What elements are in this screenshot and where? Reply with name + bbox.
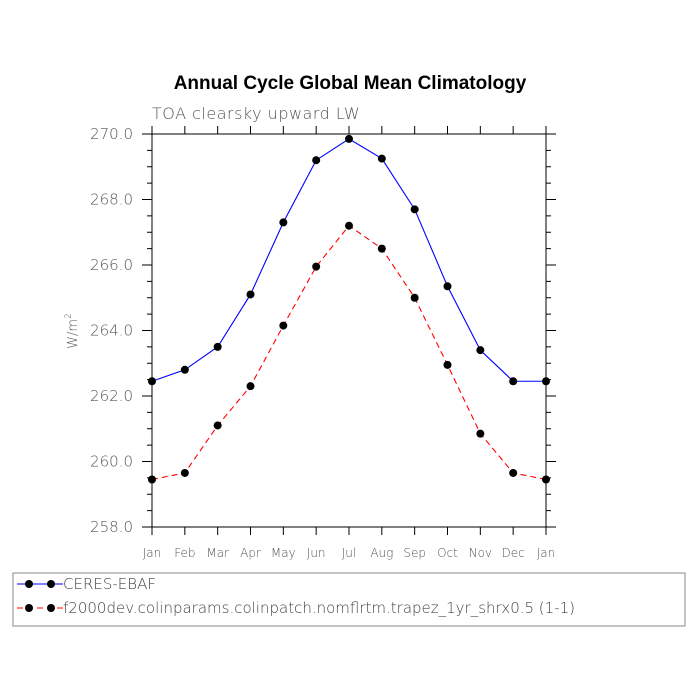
- series-1-marker: [246, 290, 255, 299]
- x-tick-label: Jan: [143, 546, 162, 560]
- series-1-marker: [410, 205, 419, 214]
- series-2-marker: [410, 293, 419, 302]
- series-2-marker: [279, 321, 288, 330]
- x-tick-label: Apr: [240, 546, 261, 560]
- legend-label-1: CERES-EBAF: [63, 575, 156, 593]
- series-2-marker: [476, 429, 485, 438]
- x-tick-label: Sep: [403, 546, 426, 560]
- series-1-marker: [377, 154, 386, 163]
- y-tick-label: 270.0: [90, 125, 133, 143]
- x-tick-label: Mar: [206, 546, 229, 560]
- series-2-marker: [246, 382, 255, 391]
- legend: CERES-EBAF f2000dev.colinparams.colinpatc…: [12, 572, 686, 627]
- series-2-marker: [180, 468, 189, 477]
- legend-label-2: f2000dev.colinparams.colinpatch.nomflrtm…: [63, 599, 575, 617]
- x-tick-label: Aug: [370, 546, 393, 560]
- series-line-1: [151, 138, 546, 382]
- x-tick-label: Jun: [307, 546, 326, 560]
- legend-marker-1: [47, 580, 55, 588]
- y-tick-label: 266.0: [90, 256, 133, 274]
- series-2-marker: [345, 221, 353, 230]
- series-2-marker: [213, 421, 222, 430]
- series-2-marker: [312, 262, 321, 271]
- x-tick-label: Oct: [437, 546, 458, 560]
- legend-marker-1: [25, 580, 33, 588]
- series-2-marker: [542, 475, 550, 484]
- legend-marker-2: [47, 604, 55, 612]
- plot-frame: [151, 133, 547, 528]
- x-tick-label: Jan: [537, 546, 556, 560]
- x-tick-label: Dec: [502, 546, 525, 560]
- chart-subtitle: TOA clearsky upward LW: [152, 104, 360, 123]
- x-tick-label: May: [271, 546, 296, 560]
- series-1-marker: [148, 377, 156, 386]
- legend-marker-2: [25, 604, 33, 612]
- series-2-marker: [443, 360, 452, 369]
- series-1-marker: [279, 218, 288, 227]
- series-1-marker: [180, 365, 189, 374]
- series-1-marker: [476, 346, 485, 355]
- x-tick-label: Jul: [342, 546, 356, 560]
- series-1-marker: [542, 377, 550, 386]
- series-1-marker: [345, 134, 353, 143]
- plot-area: 258.0 260.0 262.0 264.0 266.0 268.0 270.0 Jan Fe…: [64, 125, 556, 560]
- x-tick-label: Feb: [174, 546, 195, 560]
- x-tick-label: Nov: [469, 546, 492, 560]
- legend-box: [12, 572, 686, 627]
- y-tick-label: 262.0: [90, 387, 133, 405]
- series-line-2: [151, 224, 547, 481]
- series-2-marker: [148, 475, 156, 484]
- series-2-marker: [377, 244, 386, 253]
- y-axis-label: W/m2: [64, 313, 81, 349]
- series-1-marker: [509, 377, 518, 386]
- series-2-marker: [509, 468, 518, 477]
- y-tick-label: 268.0: [90, 191, 133, 209]
- y-tick-label: 260.0: [90, 453, 133, 471]
- series-1-marker: [213, 342, 222, 351]
- y-tick-label: 264.0: [90, 322, 133, 340]
- series-1-marker: [312, 156, 321, 165]
- y-tick-label: 258.0: [90, 518, 133, 536]
- chart-title: Annual Cycle Global Mean Climatology: [174, 73, 527, 94]
- series-1-marker: [443, 282, 452, 291]
